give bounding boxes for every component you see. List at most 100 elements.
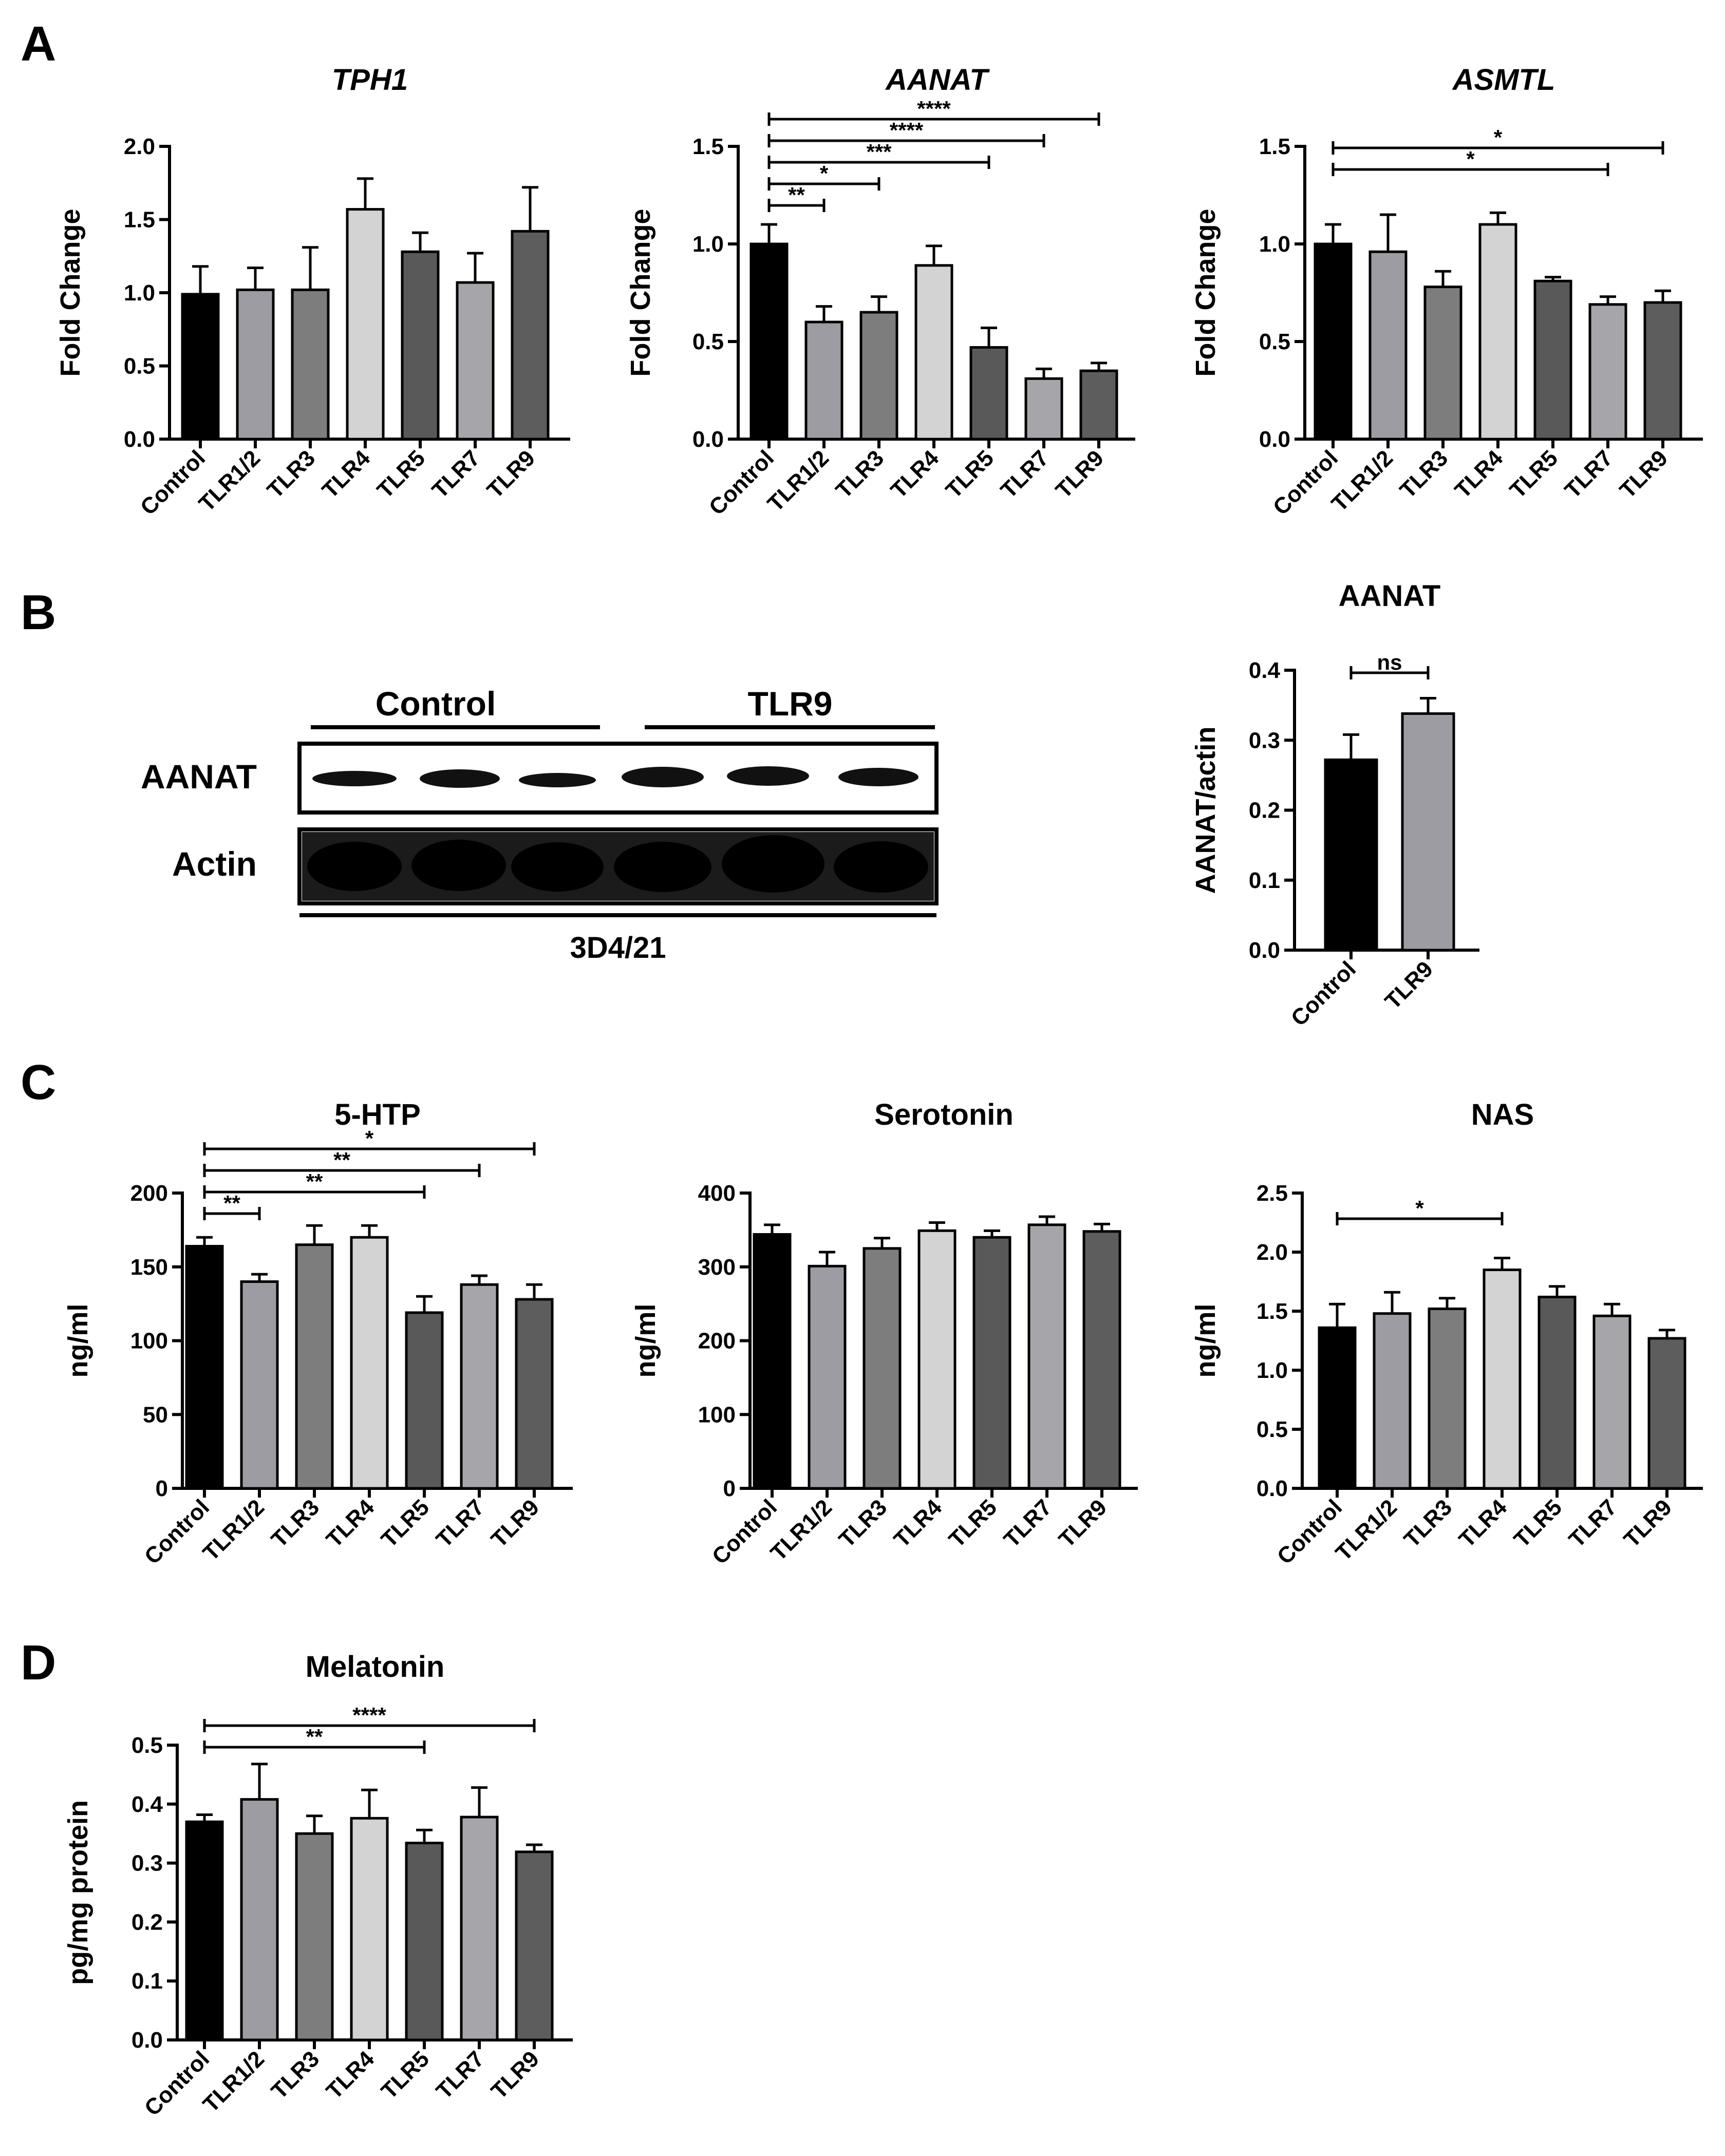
blot-row-aanat: AANAT	[141, 758, 257, 796]
nas-bar	[1538, 1295, 1577, 1490]
panel-label-a: A	[21, 16, 56, 71]
nas-x-tick-label: TLR1/2	[1331, 1495, 1402, 1565]
tph1-y-tick-label: 2.0	[124, 134, 155, 159]
actin-band	[411, 840, 506, 891]
serotonin-chart: Serotonin 0 100 200 300 400 ng/ml ControlTLR1/2…	[630, 1098, 1138, 1569]
melatonin-x-tick-label: Control	[140, 2046, 214, 2121]
tph1-x-tick-label: TLR7	[427, 445, 485, 503]
tph1-y-axis-label: Fold Change	[55, 209, 86, 377]
nas-bar	[1373, 1312, 1412, 1490]
aanat_wb-y-tick-label: 0.3	[1249, 728, 1280, 753]
melatonin-bar	[405, 1842, 444, 2041]
asmtl-bar	[1314, 242, 1353, 441]
aanat_wb-bar	[1324, 758, 1378, 952]
serotonin-bar	[1027, 1223, 1066, 1490]
melatonin-bar	[350, 1817, 389, 2041]
aanat-sig-label: ***	[866, 140, 892, 164]
nas-x-tick-label: TLR4	[1454, 1495, 1512, 1553]
aanat-sig-label: ****	[917, 97, 951, 121]
melatonin-y-tick-label: 0.0	[132, 2028, 163, 2053]
melatonin-x-tick-label: TLR9	[486, 2046, 544, 2104]
asmtl-x-tick-label: TLR1/2	[1327, 445, 1398, 516]
tph1-y-tick-label: 0.0	[124, 427, 155, 452]
htp-y-tick-label: 200	[130, 1181, 168, 1206]
melatonin-title: Melatonin	[306, 1650, 445, 1684]
htp-sig-label: **	[333, 1148, 350, 1172]
htp-x-tick-label: TLR9	[486, 1495, 544, 1552]
tph1-bar	[236, 288, 275, 441]
nas-x-tick-label: TLR9	[1619, 1495, 1677, 1552]
htp-bar	[240, 1280, 279, 1490]
nas-bar	[1428, 1307, 1467, 1490]
aanat-y-tick-label: 0.5	[692, 329, 724, 354]
htp-x-tick-label: TLR7	[432, 1495, 489, 1552]
tph1-x-tick-label: TLR9	[482, 445, 540, 503]
aanat-bar	[749, 242, 789, 441]
panel-label-c: C	[21, 1055, 56, 1110]
serotonin-x-tick-label: TLR5	[944, 1495, 1002, 1552]
aanat-y-axis-label: Fold Change	[625, 209, 656, 377]
melatonin-chart: Melatonin 0.0 0.1 0.2 0.3 0.4 0.5 pg/mg protein…	[63, 1650, 573, 2121]
tph1-x-tick-label: Control	[136, 445, 210, 520]
aanat-bar	[804, 320, 843, 441]
aanat-bar	[1024, 377, 1063, 441]
asmtl-bar	[1368, 250, 1408, 441]
asmtl-bar	[1643, 301, 1682, 441]
melatonin-y-tick-label: 0.4	[132, 1792, 163, 1817]
htp-sig-label: **	[306, 1169, 323, 1194]
aanat-y-tick-label: 0.0	[692, 427, 724, 452]
actin-band	[722, 835, 824, 893]
melatonin-x-tick-label: TLR4	[322, 2046, 380, 2104]
tph1-bar	[456, 281, 495, 441]
melatonin-x-tick-label: TLR5	[377, 2046, 434, 2104]
aanat-title: AANAT	[885, 63, 990, 97]
asmtl-sig-label: *	[1466, 147, 1475, 171]
melatonin-sig-label: **	[306, 1725, 323, 1749]
tph1-title: TPH1	[332, 63, 408, 97]
aanat-y-tick-label: 1.5	[692, 134, 724, 159]
aanat_wb-y-tick-label: 0.1	[1249, 868, 1280, 893]
aanat-western-quant-chart: AANAT 0.0 0.1 0.2 0.3 0.4 AANAT/actin Control TL…	[1190, 579, 1479, 1031]
aanat_wb-title: AANAT	[1339, 579, 1441, 613]
serotonin-x-tick-label: TLR9	[1054, 1495, 1112, 1552]
aanat-bar	[969, 346, 1008, 441]
serotonin-bar	[753, 1233, 792, 1490]
aanat_wb-y-tick-label: 0.0	[1249, 938, 1280, 963]
htp-sig-label: **	[223, 1191, 240, 1215]
htp-chart: 5-HTP050100150200ng/mlControlTLR1/2TLR3T…	[63, 1098, 573, 1569]
tph1-x-tick-label: TLR4	[317, 445, 376, 503]
tph1-x-tick-label: TLR5	[372, 445, 430, 503]
htp-sig-label: *	[365, 1126, 374, 1150]
asmtl-bar	[1423, 286, 1463, 441]
melatonin-bar	[515, 1850, 554, 2041]
nas-bar	[1318, 1326, 1357, 1490]
asmtl-y-tick-label: 0.0	[1259, 427, 1290, 452]
serotonin-y-axis-label: ng/ml	[630, 1304, 661, 1378]
serotonin-y-tick-label: 300	[698, 1255, 736, 1280]
serotonin-x-tick-label: TLR7	[999, 1495, 1057, 1552]
melatonin-y-tick-label: 0.1	[132, 1969, 163, 1994]
melatonin-y-tick-label: 0.3	[132, 1851, 163, 1876]
actin-band	[834, 841, 928, 893]
melatonin-y-axis-label: pg/mg protein	[63, 1800, 93, 1985]
serotonin-x-tick-label: TLR3	[834, 1495, 892, 1552]
melatonin-x-tick-label: TLR1/2	[198, 2046, 269, 2117]
asmtl-x-tick-label: TLR9	[1615, 445, 1673, 503]
blot-row-actin: Actin	[172, 845, 257, 883]
serotonin-bar	[917, 1229, 957, 1490]
asmtl-y-tick-label: 1.0	[1259, 232, 1290, 257]
asmtl-bar	[1478, 223, 1517, 441]
htp-bar	[460, 1283, 499, 1490]
nas-bar	[1483, 1269, 1522, 1490]
aanat-bar	[859, 311, 898, 441]
tph1-bar	[181, 293, 220, 441]
serotonin-title: Serotonin	[874, 1098, 1014, 1131]
aanat-band	[519, 773, 596, 787]
actin-band	[307, 842, 402, 891]
htp-x-tick-label: TLR3	[267, 1495, 324, 1552]
aanat-band	[312, 771, 397, 786]
serotonin-y-tick-label: 0	[723, 1476, 736, 1501]
htp-y-tick-label: 0	[156, 1476, 168, 1501]
tph1-bar	[346, 208, 385, 441]
